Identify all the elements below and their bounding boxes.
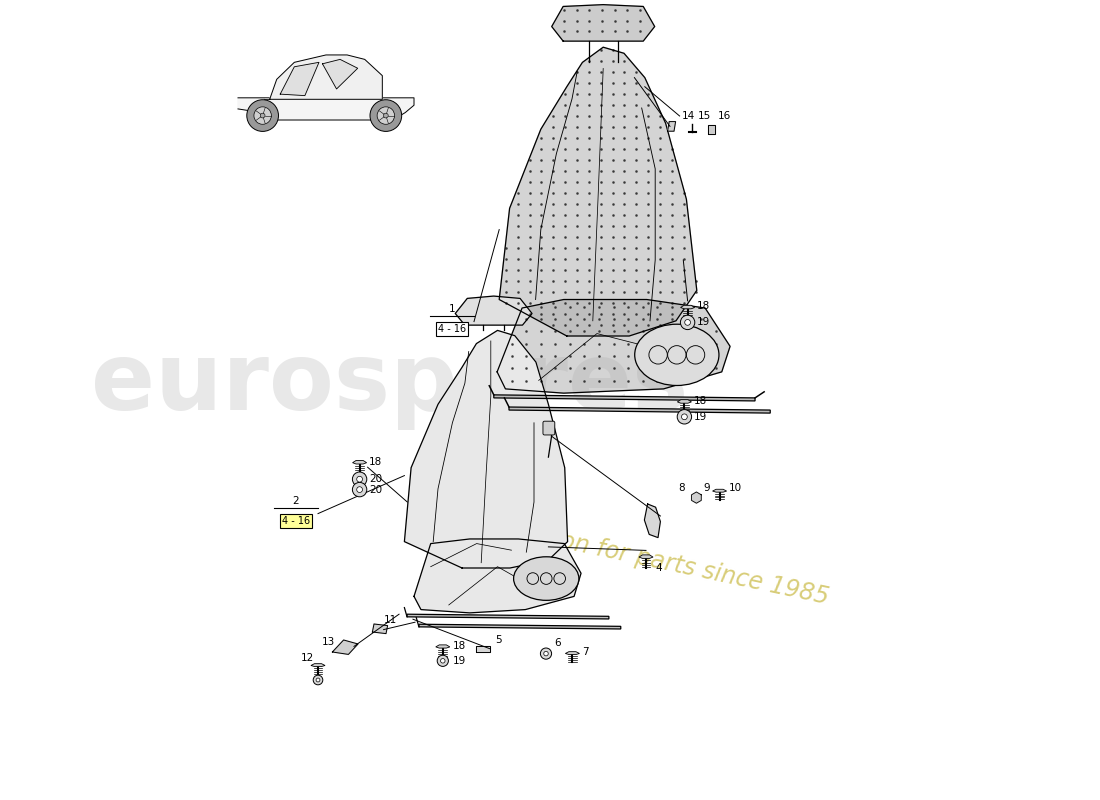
Text: 4: 4	[656, 563, 662, 573]
Polygon shape	[407, 614, 609, 619]
Circle shape	[540, 648, 551, 659]
Text: 18: 18	[697, 302, 711, 311]
Circle shape	[356, 486, 363, 493]
Text: 9: 9	[704, 483, 711, 493]
Circle shape	[384, 113, 388, 118]
Text: 13: 13	[322, 637, 335, 646]
Polygon shape	[681, 306, 694, 309]
Text: 4 - 16: 4 - 16	[282, 516, 310, 526]
Ellipse shape	[635, 324, 719, 386]
Polygon shape	[436, 645, 450, 648]
Circle shape	[352, 482, 366, 497]
Circle shape	[352, 472, 366, 486]
Polygon shape	[494, 395, 755, 401]
Polygon shape	[311, 664, 324, 666]
Polygon shape	[476, 646, 490, 652]
Circle shape	[356, 476, 363, 482]
Text: 2: 2	[293, 495, 299, 506]
Text: 18: 18	[452, 642, 465, 651]
Text: 20: 20	[370, 485, 383, 494]
Text: 15: 15	[698, 111, 712, 121]
Text: 12: 12	[300, 653, 313, 662]
Circle shape	[681, 315, 695, 330]
Polygon shape	[264, 55, 383, 99]
Circle shape	[543, 651, 548, 656]
Circle shape	[441, 658, 446, 663]
FancyBboxPatch shape	[543, 421, 554, 435]
Circle shape	[682, 414, 688, 420]
Polygon shape	[414, 539, 581, 613]
Text: 19: 19	[694, 412, 707, 422]
Text: a passion for parts since 1985: a passion for parts since 1985	[477, 511, 830, 609]
Polygon shape	[405, 330, 568, 568]
Polygon shape	[668, 122, 675, 131]
Circle shape	[377, 107, 395, 124]
Polygon shape	[692, 492, 701, 503]
Text: 7: 7	[582, 647, 588, 657]
Polygon shape	[419, 624, 620, 629]
Text: 18: 18	[370, 457, 383, 466]
Ellipse shape	[514, 557, 579, 600]
Polygon shape	[322, 59, 358, 89]
Polygon shape	[639, 555, 653, 558]
Circle shape	[261, 113, 265, 118]
Text: 20: 20	[370, 474, 383, 484]
Polygon shape	[499, 47, 696, 336]
Circle shape	[437, 655, 449, 666]
Circle shape	[370, 100, 402, 131]
Text: 5: 5	[496, 635, 503, 645]
Text: 11: 11	[384, 615, 397, 625]
Polygon shape	[708, 125, 715, 134]
Polygon shape	[373, 624, 387, 634]
Text: 19: 19	[697, 318, 711, 327]
Polygon shape	[552, 5, 654, 41]
Text: 14: 14	[682, 111, 695, 121]
Polygon shape	[455, 296, 532, 325]
Polygon shape	[497, 299, 730, 393]
Circle shape	[246, 100, 278, 131]
Polygon shape	[509, 407, 770, 413]
Text: eurospares: eurospares	[91, 338, 689, 430]
Text: 4 - 16: 4 - 16	[438, 324, 466, 334]
Text: 1: 1	[449, 304, 455, 314]
Polygon shape	[280, 62, 319, 96]
Text: 8: 8	[678, 483, 684, 493]
Text: 10: 10	[729, 483, 743, 493]
Circle shape	[314, 675, 322, 685]
Polygon shape	[353, 461, 366, 464]
Text: 19: 19	[452, 656, 465, 666]
Text: 18: 18	[694, 396, 707, 406]
Polygon shape	[332, 640, 358, 654]
Polygon shape	[713, 490, 727, 492]
Polygon shape	[238, 98, 414, 120]
Polygon shape	[565, 652, 580, 654]
Polygon shape	[645, 504, 660, 538]
Polygon shape	[678, 400, 692, 403]
Circle shape	[684, 319, 691, 326]
Circle shape	[678, 410, 692, 424]
Circle shape	[254, 107, 272, 124]
Text: 16: 16	[718, 111, 732, 121]
Text: 6: 6	[554, 638, 561, 648]
Circle shape	[316, 678, 320, 682]
